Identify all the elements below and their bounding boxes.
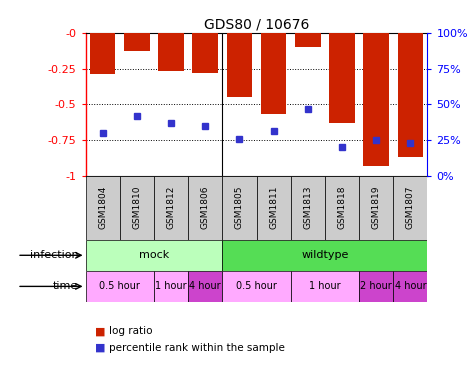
Bar <box>261 33 286 114</box>
Text: GSM1807: GSM1807 <box>406 186 415 229</box>
Bar <box>295 33 321 47</box>
Text: 1 hour: 1 hour <box>155 281 187 291</box>
Bar <box>393 176 428 240</box>
Text: infection: infection <box>30 250 78 260</box>
Bar <box>120 176 154 240</box>
Text: GSM1810: GSM1810 <box>133 186 141 229</box>
Bar <box>154 271 188 302</box>
Text: 2 hour: 2 hour <box>361 281 392 291</box>
Bar <box>227 33 252 97</box>
Text: percentile rank within the sample: percentile rank within the sample <box>109 343 285 353</box>
Text: GSM1805: GSM1805 <box>235 186 244 229</box>
Bar <box>363 33 389 166</box>
Text: time: time <box>53 281 78 291</box>
Bar <box>124 33 150 52</box>
Bar <box>325 176 359 240</box>
Bar <box>188 176 222 240</box>
Text: 0.5 hour: 0.5 hour <box>99 281 140 291</box>
Text: GSM1804: GSM1804 <box>98 186 107 229</box>
Text: wildtype: wildtype <box>301 250 349 260</box>
Bar <box>90 33 115 74</box>
Bar <box>86 176 120 240</box>
Bar <box>359 271 393 302</box>
Text: 0.5 hour: 0.5 hour <box>236 281 277 291</box>
Bar <box>154 176 188 240</box>
Bar <box>291 271 359 302</box>
Text: 4 hour: 4 hour <box>395 281 426 291</box>
Text: 4 hour: 4 hour <box>190 281 221 291</box>
Text: mock: mock <box>139 250 169 260</box>
Text: GDS80 / 10676: GDS80 / 10676 <box>204 17 309 31</box>
Bar <box>393 271 428 302</box>
Bar <box>86 240 222 271</box>
Bar <box>256 176 291 240</box>
Text: GSM1812: GSM1812 <box>167 186 175 229</box>
Text: GSM1806: GSM1806 <box>201 186 209 229</box>
Text: ■: ■ <box>95 326 105 336</box>
Text: GSM1818: GSM1818 <box>338 186 346 229</box>
Text: GSM1819: GSM1819 <box>372 186 380 229</box>
Bar <box>329 33 355 123</box>
Bar <box>222 240 428 271</box>
Text: GSM1811: GSM1811 <box>269 186 278 229</box>
Text: ■: ■ <box>95 343 105 353</box>
Bar <box>86 271 154 302</box>
Bar <box>158 33 184 71</box>
Bar <box>291 176 325 240</box>
Bar <box>398 33 423 157</box>
Bar <box>188 271 222 302</box>
Bar <box>359 176 393 240</box>
Bar <box>222 176 256 240</box>
Text: log ratio: log ratio <box>109 326 153 336</box>
Text: GSM1813: GSM1813 <box>304 186 312 229</box>
Bar <box>222 271 291 302</box>
Text: 1 hour: 1 hour <box>309 281 341 291</box>
Bar <box>192 33 218 73</box>
